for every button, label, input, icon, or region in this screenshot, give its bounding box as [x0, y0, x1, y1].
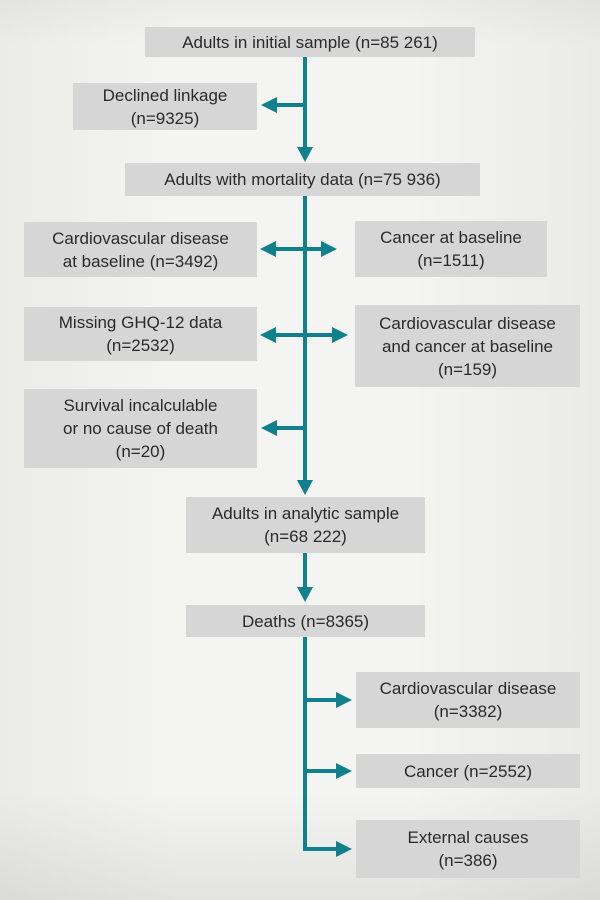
box-survival-incalculable: Survival incalculable or no cause of dea…: [24, 389, 257, 468]
box-missing-ghq12: Missing GHQ-12 data (n=2532): [24, 307, 257, 361]
box-declined-linkage: Declined linkage (n=9325): [73, 83, 257, 130]
box-cvd-baseline: Cardiovascular disease at baseline (n=34…: [24, 222, 257, 277]
box-external-causes: External causes (n=386): [356, 820, 580, 878]
arrow-to-declined-linkage: [261, 97, 305, 113]
arrow-mortality-to-analytic: [297, 196, 313, 495]
box-mortality-data: Adults with mortality data (n=75 936): [125, 163, 480, 196]
arrow-to-survival-incalculable: [261, 420, 305, 436]
box-analytic-sample: Adults in analytic sample (n=68 222): [186, 497, 425, 553]
arrow-analytic-to-deaths: [297, 553, 313, 602]
box-cvd-cancer-baseline: Cardiovascular disease and cancer at bas…: [355, 305, 580, 387]
box-cancer-baseline: Cancer at baseline (n=1511): [355, 221, 547, 277]
box-cancer-deaths: Cancer (n=2552): [356, 754, 580, 788]
arrow-to-cvd-baseline-and-cancer-baseline: [260, 241, 337, 257]
box-deaths: Deaths (n=8365): [186, 605, 425, 637]
arrow-deaths-to-causes: [303, 637, 352, 857]
arrow-to-missing-ghq12-and-cvd-cancer-baseline: [260, 327, 348, 343]
arrow-initial-to-mortality: [297, 57, 313, 162]
box-initial-sample: Adults in initial sample (n=85 261): [145, 27, 475, 57]
box-cvd-deaths: Cardiovascular disease (n=3382): [356, 672, 580, 728]
